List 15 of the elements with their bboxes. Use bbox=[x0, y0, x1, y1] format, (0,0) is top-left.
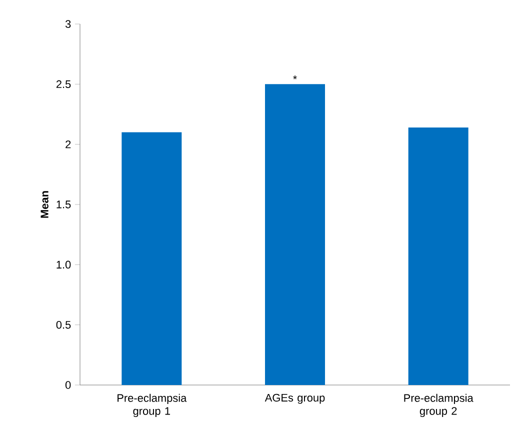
bar bbox=[265, 84, 326, 385]
x-tick-label: Pre-eclampsia group 2 bbox=[404, 394, 474, 418]
x-tick-label: AGEs group bbox=[264, 394, 325, 404]
y-tick-label: 1.0 bbox=[56, 260, 71, 269]
bar bbox=[122, 132, 182, 385]
y-tick-label: 0 bbox=[65, 381, 71, 389]
y-tick-label: 3 bbox=[65, 20, 71, 28]
annotation: * bbox=[293, 75, 297, 80]
bar bbox=[408, 127, 468, 385]
x-tick-label: Pre-eclampsia group 1 bbox=[118, 394, 187, 418]
y-tick-label: 0.5 bbox=[56, 320, 71, 329]
y-tick-label: 1.5 bbox=[56, 200, 71, 208]
y-tick-label: 2.5 bbox=[56, 80, 71, 88]
y-axis-title: Mean bbox=[40, 191, 48, 218]
y-tick-label: 2 bbox=[66, 140, 71, 148]
